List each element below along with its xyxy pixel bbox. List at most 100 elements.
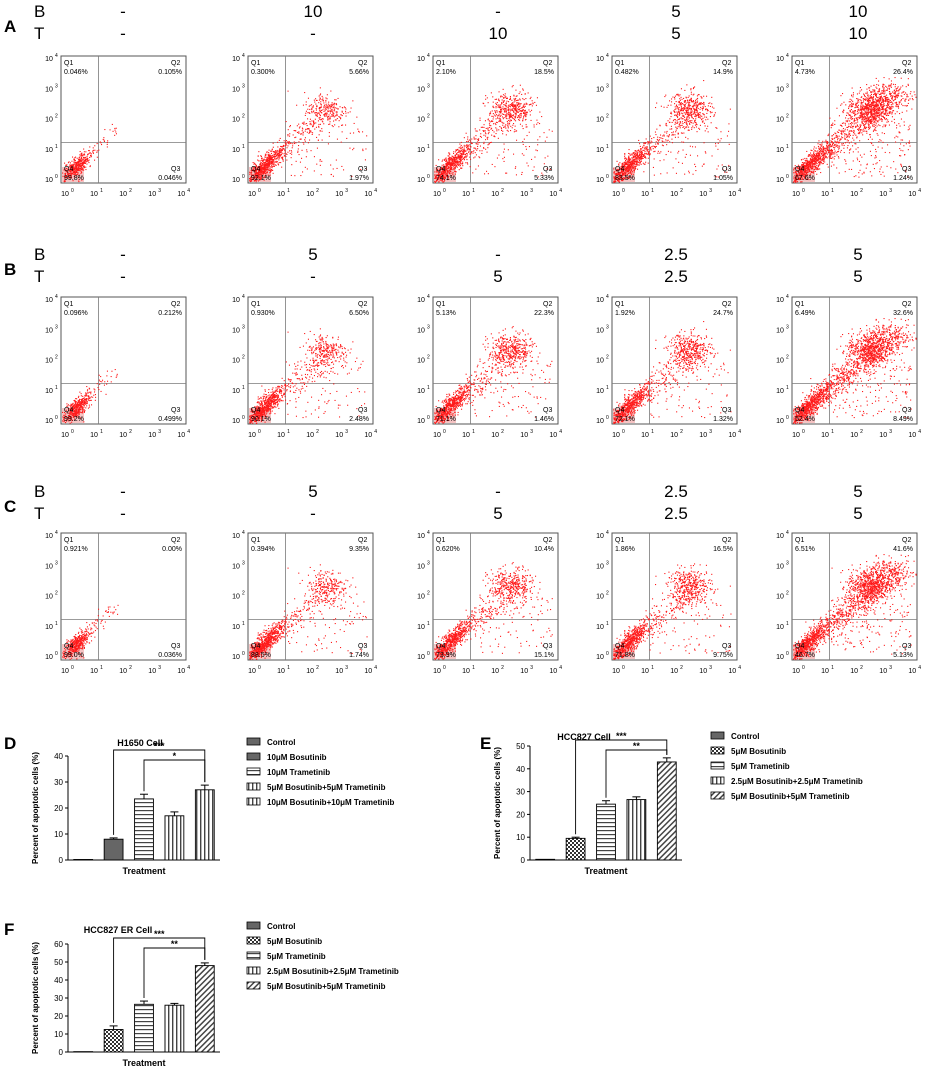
q1-label: Q1	[615, 537, 624, 544]
x-tick-label: 10	[364, 432, 372, 439]
q1-label: Q1	[436, 301, 445, 308]
y-tick-exp: 4	[606, 294, 609, 300]
q3-label: Q3	[722, 407, 731, 414]
x-tick-exp: 0	[622, 665, 625, 671]
y-tick-exp: 0	[606, 651, 609, 657]
y-tick-exp: 1	[606, 144, 609, 150]
y-tick-exp: 1	[427, 385, 430, 391]
x-tick-label: 10	[90, 432, 98, 439]
x-tick-label: 10	[549, 191, 557, 198]
q2-value: 9.35%	[349, 546, 369, 553]
x-tick-label: 10	[908, 432, 916, 439]
q3-label: Q3	[171, 166, 180, 173]
bar	[626, 799, 647, 861]
q2-value: 41.6%	[893, 546, 913, 553]
chart-title: HCC827 ER Cell	[84, 925, 153, 935]
y-tick-exp: 0	[242, 651, 245, 657]
q2-value: 18.5%	[534, 69, 554, 76]
q1-label: Q1	[795, 301, 804, 308]
y-tick-label: 10	[417, 594, 425, 601]
q2-label: Q2	[358, 537, 367, 544]
q4-label: Q4	[64, 643, 73, 650]
y-tick-label: 10	[776, 563, 784, 570]
y-tick-exp: 0	[786, 651, 789, 657]
x-tick-label: 10	[335, 668, 343, 675]
x-tick-exp: 2	[316, 429, 319, 435]
y-tick-exp: 3	[55, 324, 58, 330]
y-tick-exp: 3	[606, 560, 609, 566]
x-tick-exp: 4	[374, 188, 377, 194]
q1-value: 0.394%	[251, 546, 275, 553]
q4-label: Q4	[251, 643, 260, 650]
bosutinib-dose: -	[120, 2, 126, 21]
y-tick-exp: 4	[427, 53, 430, 59]
bar	[194, 965, 215, 1053]
y-tick-label: 10	[417, 297, 425, 304]
y-tick-exp: 0	[55, 651, 58, 657]
y-tick-exp: 3	[427, 83, 430, 89]
x-tick-label: 10	[520, 191, 528, 198]
x-tick-exp: 1	[651, 429, 654, 435]
x-tick-label: 10	[335, 191, 343, 198]
legend-label: Control	[267, 738, 295, 747]
legend-swatch	[710, 731, 725, 740]
y-tick-label: 10	[596, 147, 604, 154]
x-tick-label: 10	[641, 668, 649, 675]
q3-value: 9.75%	[713, 652, 733, 659]
q2-value: 14.9%	[713, 69, 733, 76]
y-tick-exp: 1	[786, 621, 789, 627]
y-tick-exp: 4	[427, 530, 430, 536]
event-dots	[249, 564, 368, 660]
x-tick-label: 10	[670, 432, 678, 439]
x-tick-label: 10	[549, 432, 557, 439]
q1-label: Q1	[251, 301, 260, 308]
q4-label: Q4	[795, 643, 804, 650]
legend-swatch	[246, 767, 261, 776]
q4-value: 99.2%	[64, 416, 84, 423]
x-tick-label: 10	[61, 432, 69, 439]
legend-swatch	[246, 737, 261, 746]
trametinib-dose: 5	[493, 267, 503, 286]
y-tick-exp: 0	[427, 415, 430, 421]
significance-bracket	[575, 739, 668, 835]
x-tick-exp: 3	[530, 188, 533, 194]
legend-label: 5μM Bosutinib+5μM Trametinib	[267, 982, 386, 991]
q1-value: 0.620%	[436, 546, 460, 553]
q1-label: Q1	[64, 60, 73, 67]
significance-label: ***	[154, 741, 165, 751]
q2-label: Q2	[358, 301, 367, 308]
y-tick-exp: 2	[55, 355, 58, 361]
bar	[103, 1029, 124, 1053]
y-tick-label: 10	[45, 147, 53, 154]
y-tick-label: 10	[232, 86, 240, 93]
q4-value: 46.7%	[795, 652, 815, 659]
q3-label: Q3	[358, 643, 367, 650]
y-tick-label: 10	[417, 624, 425, 631]
x-tick-label: 10	[306, 668, 314, 675]
y-tick-label: 40	[54, 752, 63, 761]
x-tick-label: 10	[306, 191, 314, 198]
q2-value: 26.4%	[893, 69, 913, 76]
significance-label: *	[173, 751, 177, 761]
q2-value: 0.105%	[158, 69, 182, 76]
x-tick-exp: 0	[71, 188, 74, 194]
x-tick-exp: 3	[158, 188, 161, 194]
y-tick-label: 10	[54, 1030, 63, 1039]
bosutinib-dose: -	[495, 2, 501, 21]
x-tick-exp: 2	[501, 665, 504, 671]
x-tick-label: 10	[61, 191, 69, 198]
bar-chart-hcc827-er: HCC827 ER Cell Percent of apoptotic cells…	[31, 921, 399, 1068]
x-tick-exp: 1	[831, 429, 834, 435]
y-tick-exp: 2	[242, 355, 245, 361]
q2-label: Q2	[543, 537, 552, 544]
y-tick-label: 10	[596, 327, 604, 334]
y-tick-exp: 2	[427, 114, 430, 120]
y-tick-label: 20	[54, 804, 63, 813]
bosutinib-dose: 2.5	[664, 245, 688, 264]
x-tick-exp: 0	[802, 429, 805, 435]
event-dots	[434, 84, 553, 184]
